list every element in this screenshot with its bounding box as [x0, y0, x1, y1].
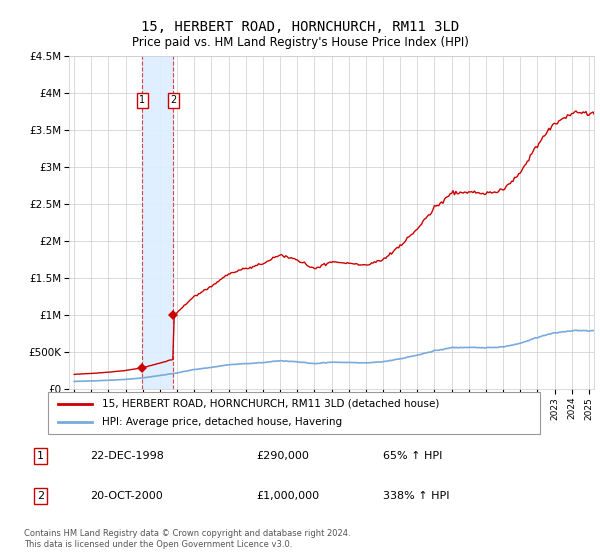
- Text: £290,000: £290,000: [256, 451, 309, 461]
- Bar: [142, 56, 173, 389]
- Text: Contains HM Land Registry data © Crown copyright and database right 2024.
This d: Contains HM Land Registry data © Crown c…: [24, 529, 350, 549]
- Text: 22-DEC-1998: 22-DEC-1998: [90, 451, 164, 461]
- Text: 1: 1: [37, 451, 44, 461]
- Text: 15, HERBERT ROAD, HORNCHURCH, RM11 3LD: 15, HERBERT ROAD, HORNCHURCH, RM11 3LD: [141, 20, 459, 34]
- Text: 20-OCT-2000: 20-OCT-2000: [90, 491, 163, 501]
- Text: 65% ↑ HPI: 65% ↑ HPI: [383, 451, 442, 461]
- FancyBboxPatch shape: [48, 392, 540, 434]
- Text: 15, HERBERT ROAD, HORNCHURCH, RM11 3LD (detached house): 15, HERBERT ROAD, HORNCHURCH, RM11 3LD (…: [102, 399, 439, 409]
- Text: £1,000,000: £1,000,000: [256, 491, 319, 501]
- Text: 2: 2: [170, 95, 176, 105]
- Text: Price paid vs. HM Land Registry's House Price Index (HPI): Price paid vs. HM Land Registry's House …: [131, 36, 469, 49]
- Text: 1: 1: [139, 95, 145, 105]
- Text: 2: 2: [37, 491, 44, 501]
- Text: 338% ↑ HPI: 338% ↑ HPI: [383, 491, 449, 501]
- Text: HPI: Average price, detached house, Havering: HPI: Average price, detached house, Have…: [102, 417, 342, 427]
